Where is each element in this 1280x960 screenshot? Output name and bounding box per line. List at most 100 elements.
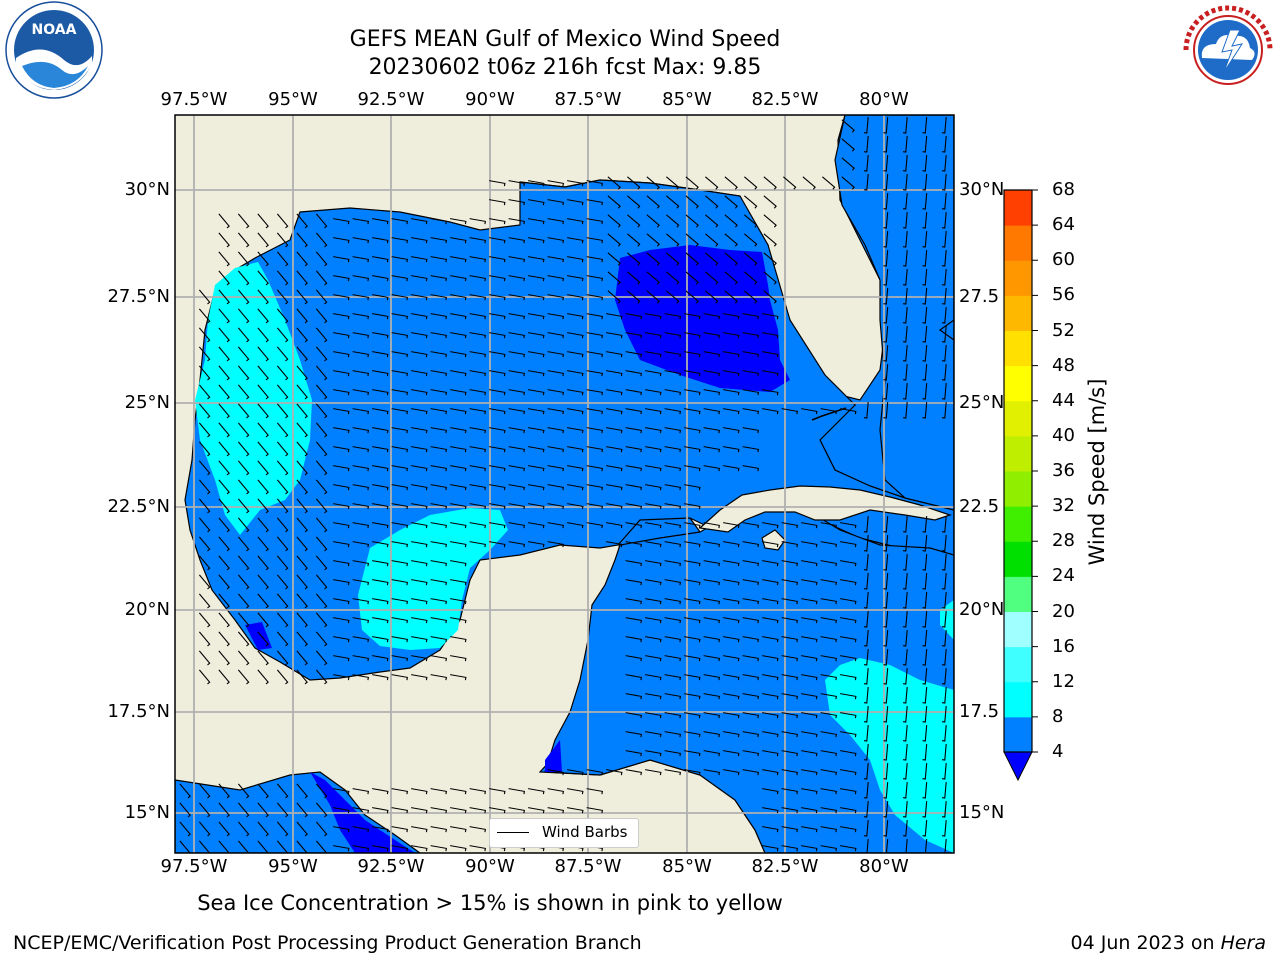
wind-barb xyxy=(742,541,760,548)
wind-barb xyxy=(941,382,947,400)
wind-barb xyxy=(411,845,428,852)
wind-barb xyxy=(863,534,869,552)
wind-barb xyxy=(391,218,409,225)
wind-barb xyxy=(664,522,682,529)
wind-barb xyxy=(237,270,250,286)
wind-barb xyxy=(863,610,869,628)
wind-barb xyxy=(218,403,230,419)
wind-barb xyxy=(645,769,662,776)
wind-barb xyxy=(883,268,889,286)
wind-barb xyxy=(469,845,487,852)
wind-barb xyxy=(218,270,230,286)
wind-barb xyxy=(489,199,506,206)
wind-barb xyxy=(883,534,889,552)
wind-barb xyxy=(863,686,869,704)
wind-barb xyxy=(430,256,448,263)
wind-barb xyxy=(257,574,269,590)
wind-barb xyxy=(763,271,777,285)
wind-barb xyxy=(352,484,370,491)
wind-barb xyxy=(567,256,584,263)
wind-barb xyxy=(528,503,545,510)
wind-barb xyxy=(508,199,526,206)
wind-barb xyxy=(645,674,662,681)
wind-barb xyxy=(723,693,740,700)
wind-barb xyxy=(820,826,838,833)
wind-barb xyxy=(763,290,777,304)
lat-label-right-25: 25°N xyxy=(959,392,1005,413)
wind-barb xyxy=(430,807,448,814)
wind-barb xyxy=(469,237,487,244)
wind-barb xyxy=(352,313,370,320)
wind-barb xyxy=(450,579,467,586)
wind-barb xyxy=(840,522,857,529)
wind-barb xyxy=(567,769,584,776)
wind-barb xyxy=(607,271,621,285)
wind-barb xyxy=(198,365,211,381)
wind-barb xyxy=(645,636,662,643)
wind-barb xyxy=(703,655,721,662)
wind-barb xyxy=(333,218,350,225)
colorbar-tick-label: 44 xyxy=(1052,389,1075,411)
wind-barb xyxy=(391,275,409,282)
wind-barb xyxy=(664,617,682,624)
wind-barb xyxy=(257,612,269,628)
wind-barb xyxy=(883,629,889,647)
wind-barb xyxy=(922,211,928,229)
wind-barb xyxy=(257,517,269,533)
wind-barb xyxy=(430,579,448,586)
wind-barb xyxy=(237,840,250,853)
wind-barb xyxy=(411,579,428,586)
wind-barb xyxy=(742,351,760,358)
wind-barb xyxy=(645,655,662,662)
wind-barb xyxy=(703,636,721,643)
wind-barb xyxy=(781,636,799,643)
wind-barb xyxy=(547,541,565,548)
wind-barb xyxy=(237,821,250,837)
wind-barb xyxy=(744,290,758,304)
wind-barb xyxy=(218,327,230,343)
wind-barb xyxy=(469,446,487,453)
wind-barb xyxy=(333,256,350,263)
wind-barb xyxy=(450,351,467,358)
wind-barb xyxy=(450,218,467,225)
wind-barb xyxy=(508,484,526,491)
wind-barb xyxy=(664,446,682,453)
wind-barb xyxy=(547,275,565,282)
wind-barb xyxy=(742,370,760,377)
low-wind-region-pacific xyxy=(310,772,415,853)
wind-barb xyxy=(840,750,857,757)
wind-barb xyxy=(218,669,230,685)
wind-barb xyxy=(646,214,660,228)
wind-barb xyxy=(391,788,409,795)
wind-barb xyxy=(944,838,947,853)
wind-barb xyxy=(257,289,269,305)
wind-barb xyxy=(684,598,701,605)
colorbar-tick-label: 8 xyxy=(1052,705,1064,727)
wind-barb xyxy=(352,370,370,377)
wind-barb xyxy=(218,631,230,647)
wind-barb xyxy=(902,135,908,153)
wind-barb xyxy=(296,536,308,552)
wind-barb xyxy=(664,693,682,700)
wind-barb xyxy=(257,479,269,495)
wind-barb xyxy=(941,401,947,419)
wind-barb xyxy=(883,800,889,818)
wind-barb xyxy=(723,769,740,776)
wind-barb xyxy=(781,769,799,776)
wind-barb xyxy=(762,408,779,415)
wind-barb xyxy=(430,465,448,472)
lon-label-bottom-80: 80°W xyxy=(859,856,909,877)
wind-barb xyxy=(411,484,428,491)
wind-barb xyxy=(646,195,660,209)
wind-barb xyxy=(372,826,389,833)
wind-barb xyxy=(567,199,584,206)
wind-barb xyxy=(198,631,211,647)
wind-barb xyxy=(411,256,428,263)
wind-barb xyxy=(723,313,740,320)
colorbar-tick-label: 40 xyxy=(1052,424,1075,446)
wind-barb xyxy=(625,579,643,586)
wind-barb xyxy=(528,807,545,814)
wind-barb xyxy=(179,802,191,818)
wind-barb xyxy=(315,232,328,248)
wind-barb xyxy=(218,593,230,609)
